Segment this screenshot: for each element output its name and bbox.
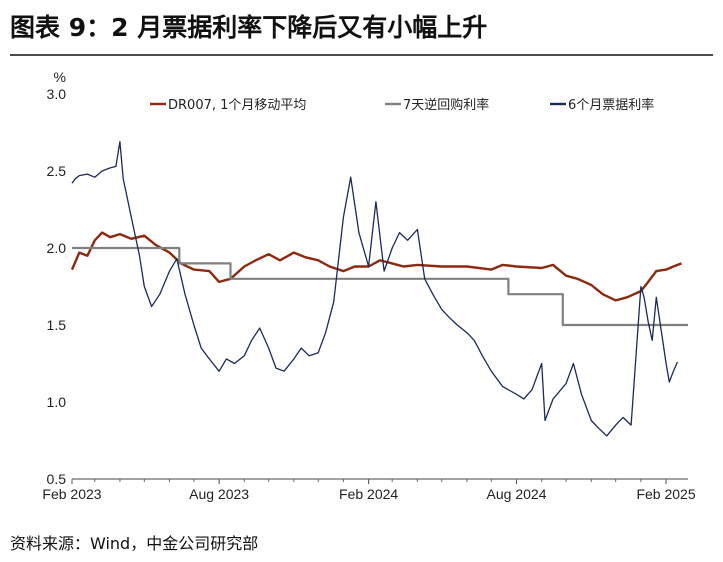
- x-tick-label: Feb 2025: [636, 486, 695, 502]
- chart-axes: 0.5 1.0 1.5 2.0 2.5 3.0% Feb 2023 Aug 2023 Feb 2…: [42, 69, 695, 502]
- page-title: 图表 9：2 月票据利率下降后又有小幅上升: [10, 13, 488, 42]
- title-divider: [10, 54, 713, 56]
- bill-rate-line: [71, 141, 678, 437]
- x-tick-label: Aug 2023: [189, 486, 249, 502]
- chart-series: [70, 141, 688, 437]
- dr007-line: [70, 231, 682, 302]
- line-chart: 0.5 1.0 1.5 2.0 2.5 3.0% Feb 2023 Aug 2023 Feb 2…: [42, 69, 695, 502]
- y-tick-label: 1.0: [47, 394, 67, 410]
- legend-label: 6个月票据利率: [568, 97, 654, 113]
- x-tick-label: Feb 2024: [339, 486, 398, 502]
- y-tick-label: 2.5: [47, 163, 67, 179]
- y-tick-label: 2.0: [47, 240, 67, 256]
- legend-label: DR007, 1个月移动平均: [168, 98, 306, 113]
- y-unit-label: %: [54, 69, 66, 85]
- source-note: 资料来源：Wind，中金公司研究部: [10, 534, 259, 553]
- x-tick-label: Feb 2023: [42, 486, 101, 502]
- reverse-repo-line: [72, 246, 688, 327]
- x-tick-label: Aug 2024: [487, 486, 547, 502]
- chart-legend: DR007, 1个月移动平均 7天逆回购利率 6个月票据利率: [150, 97, 654, 113]
- y-tick-label: 1.5: [47, 317, 67, 333]
- legend-label: 7天逆回购利率: [403, 97, 489, 113]
- y-tick-label: 3.0: [47, 86, 67, 102]
- y-tick-label: 0.5: [47, 471, 67, 487]
